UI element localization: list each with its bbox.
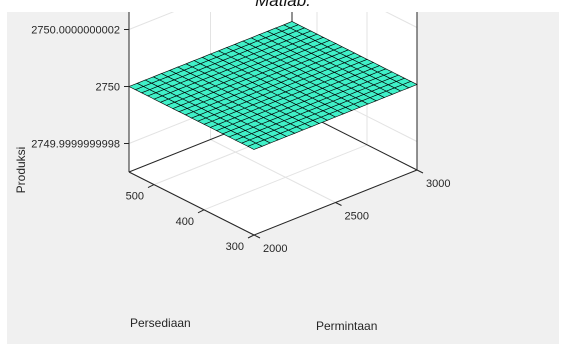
figure-caption: Matlab. xyxy=(0,0,566,12)
y-tick-mark xyxy=(247,234,255,239)
x-tick-label: 3000 xyxy=(426,178,450,190)
y-axis-label: Persediaan xyxy=(130,316,191,330)
x-tick-label: 2000 xyxy=(263,243,287,255)
axis-labels: Permintaan Persediaan Produksi xyxy=(14,147,377,333)
y-tick-label: 500 xyxy=(126,191,144,203)
z-tick-label: 2750 xyxy=(96,82,120,94)
y-tick-label: 400 xyxy=(176,216,194,228)
x-tick-mark xyxy=(253,234,261,239)
surface-plot: 2000 2500 3000 300 400 500 2749.9999999998 2750… xyxy=(14,12,450,333)
x-tick-mark xyxy=(335,202,342,206)
figure-window: 2000 2500 3000 300 400 500 2749.9999999998 2750… xyxy=(7,12,559,344)
grid-line xyxy=(128,12,175,30)
y-tick-mark xyxy=(147,184,155,189)
surface-cell xyxy=(283,21,300,29)
surface-mesh xyxy=(128,21,418,150)
z-axis-label: Produksi xyxy=(14,147,28,194)
tick-marks: 2000 2500 3000 300 400 500 2749.9999999998 2750… xyxy=(31,25,450,256)
z-tick-label: 2749.9999999998 xyxy=(31,139,120,151)
y-axis-line xyxy=(128,171,255,236)
y-tick-mark xyxy=(197,209,205,214)
z-tick-label: 2750.0000000002 xyxy=(31,25,120,37)
grid-line xyxy=(203,144,368,211)
x-axis-label: Permintaan xyxy=(316,319,377,333)
grid-line xyxy=(210,139,336,203)
x-tick-mark xyxy=(416,169,424,174)
x-tick-label: 2500 xyxy=(345,211,369,223)
grid-line xyxy=(385,12,418,28)
caption-text: Matlab. xyxy=(255,0,311,10)
y-tick-label: 300 xyxy=(226,241,244,253)
